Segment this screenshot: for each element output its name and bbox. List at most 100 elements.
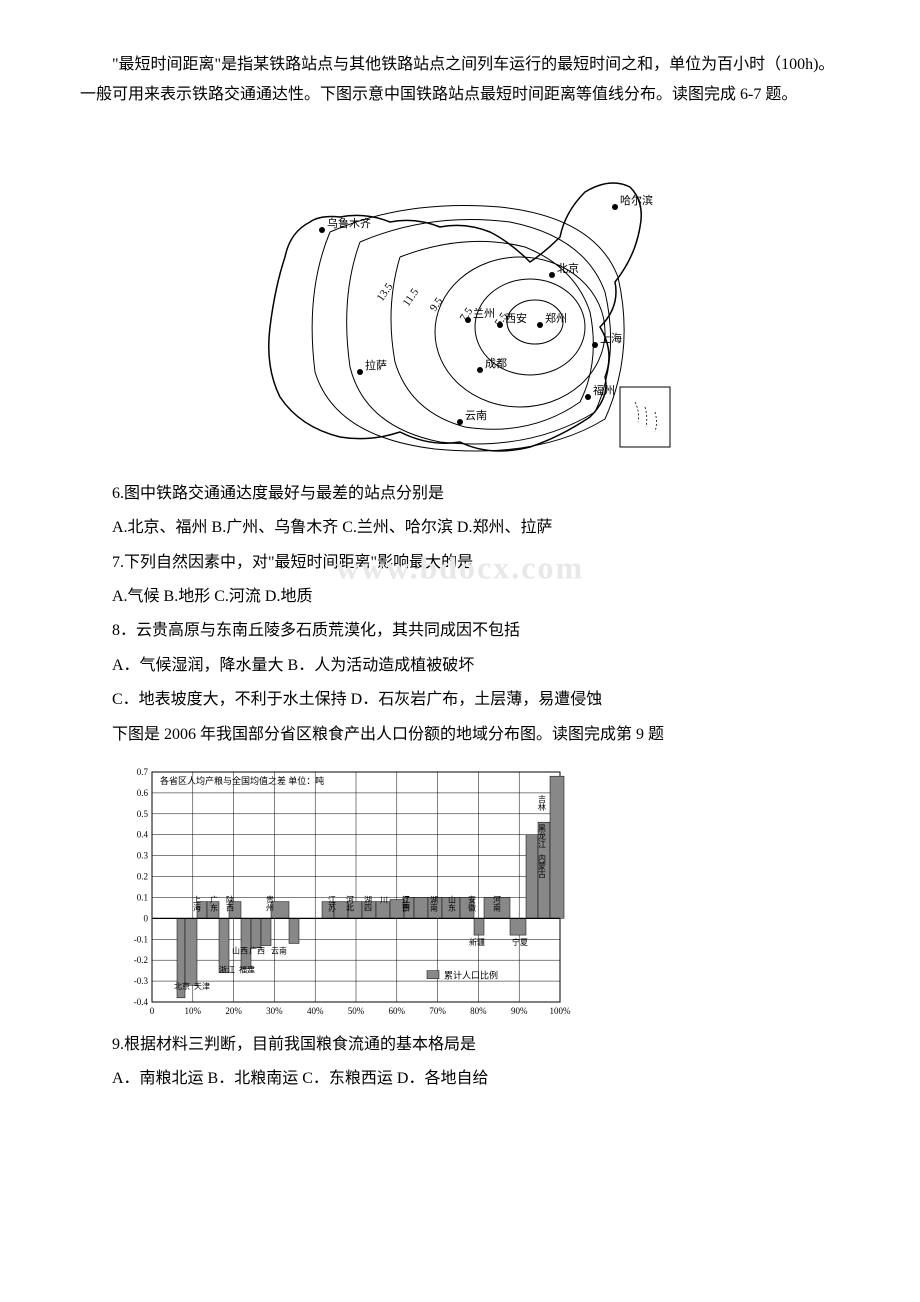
china-map-figure: 13.5 11.5 9.5 7.5 5.5 乌鲁木齐哈尔滨北京兰州西安郑州拉萨成… [240,127,680,467]
city-dot [612,204,618,210]
inset-islands [635,402,657,432]
question-6: 6.图中铁路交通通达度最好与最差的站点分别是 [80,479,840,509]
chart-bar [251,918,261,947]
question-6-options: A.北京、福州 B.广州、乌鲁木齐 C.兰州、哈尔滨 D.郑州、拉萨 [80,513,840,543]
y-tick-label: 0 [144,913,149,923]
province-label-bottom: 新疆 [469,937,485,947]
legend-label: 累计人口比例 [444,970,498,981]
chart-bar [241,918,251,968]
y-tick-label: 0.7 [137,767,149,777]
city-dot [357,369,363,375]
province-label-bottom: 天津 [194,981,210,991]
chart-bar [474,918,484,935]
x-tick-label: 0 [150,1006,155,1016]
chart-bar [376,902,390,919]
y-tick-label: 0.2 [137,871,148,881]
chart-bar [414,897,428,918]
contour-label-115: 11.5 [401,286,422,309]
city-label: 兰州 [473,307,495,320]
city-label: 哈尔滨 [620,193,653,207]
province-label-top: 湖南 [430,895,439,911]
province-label-top: 湖四 [364,895,373,911]
city-dot [537,322,543,328]
y-tick-label: 0.6 [137,788,149,798]
y-tick-label: 0.3 [137,851,149,861]
chart-container: 0.70.60.50.40.30.20.10-0.1-0.2-0.3-0.401… [80,762,840,1022]
y-tick-label: 0.5 [137,809,149,819]
question-8: 8．云贵高原与东南丘陵多石质荒漠化，其共同成因不包括 [80,616,840,646]
china-map-svg: 13.5 11.5 9.5 7.5 5.5 乌鲁木齐哈尔滨北京兰州西安郑州拉萨成… [240,127,680,467]
province-label-top: 山东 [448,894,457,911]
question-8-option-cd: C．地表坡度大，不利于水土保持 D．石灰岩广布，土层薄，易遭侵蚀 [80,685,840,715]
province-label-top: 陕西 [226,894,235,912]
province-label-top: 河北 [346,894,355,912]
legend-swatch [427,971,439,979]
x-tick-label: 90% [511,1006,528,1016]
x-tick-label: 40% [307,1006,324,1016]
y-tick-label: -0.2 [134,955,148,965]
city-label: 拉萨 [365,358,387,372]
city-dot [319,227,325,233]
chart-bar [526,835,538,919]
china-outline [269,183,642,451]
province-label-right: 吉林 [538,795,547,812]
city-dot [592,342,598,348]
city-label: 北京 [557,261,579,275]
question-7: 7.下列自然因素中，对"最短时间距离"影响最大的是 [80,548,840,578]
province-label-bottom: 福建 [239,964,255,974]
province-label-bottom: 广西 [249,945,265,955]
question-9-options: A．南粮北运 B．北粮南运 C．东粮西运 D．各地自给 [80,1064,840,1094]
grain-chart-svg: 0.70.60.50.40.30.20.10-0.1-0.2-0.3-0.401… [120,762,580,1022]
map-container: 13.5 11.5 9.5 7.5 5.5 乌鲁木齐哈尔滨北京兰州西安郑州拉萨成… [80,127,840,467]
province-label-top: 江苏 [328,895,337,912]
province-label-bottom: 北京 [174,981,190,991]
city-dot [497,322,503,328]
province-label-right: 内蒙古 [538,853,547,879]
chart-bar [510,918,526,935]
chart-bar [261,918,271,945]
province-label-top: 辽西 [402,895,411,912]
y-tick-label: -0.3 [134,976,149,986]
province-label-top: 贵州 [266,894,275,911]
x-tick-label: 50% [348,1006,365,1016]
province-label-top: 安徽 [468,894,477,912]
chart-bar [289,918,299,943]
province-label-top: 河南 [493,894,502,911]
inset-box [620,387,670,447]
province-label-top: 川 [380,895,389,903]
city-dot [549,272,555,278]
city-label: 乌鲁木齐 [327,216,371,230]
city-label: 上海 [600,331,622,345]
y-tick-label: 0.1 [137,892,148,902]
province-label-bottom: 云南 [271,945,287,955]
chart-title: 各省区人均产粮与全国均值之差 单位：吨 [160,775,324,786]
x-tick-label: 10% [185,1006,202,1016]
province-label-bottom: 浙江 [219,964,235,974]
province-label-right: 黑龙江 [538,824,547,849]
city-label: 福州 [593,383,615,397]
city-label: 郑州 [545,311,567,325]
x-tick-label: 20% [225,1006,242,1016]
question-7-options: A.气候 B.地形 C.河流 D.地质 [80,582,840,612]
city-dot [465,317,471,323]
x-tick-label: 80% [470,1006,487,1016]
x-tick-label: 60% [389,1006,406,1016]
province-label-top: 上海 [193,895,202,912]
question-8-option-ab: A．气候湿润，降水量大 B．人为活动造成植被破坏 [80,651,840,681]
map-cities: 乌鲁木齐哈尔滨北京兰州西安郑州拉萨成都上海福州云南 [319,193,653,425]
city-label: 成都 [485,357,507,370]
chart-bar [550,776,564,918]
city-label: 西安 [505,311,527,325]
y-tick-label: -0.1 [134,934,148,944]
chart-intro: 下图是 2006 年我国部分省区粮食产出人口份额的地域分布图。读图完成第 9 题 [80,720,840,750]
grain-chart-figure: 0.70.60.50.40.30.20.10-0.1-0.2-0.3-0.401… [120,762,580,1022]
province-label-bottom: 宁夏 [512,937,528,947]
x-tick-label: 70% [429,1006,446,1016]
province-label-top: 广东 [210,894,219,911]
city-dot [457,419,463,425]
contour-label-95: 9.5 [428,295,446,314]
city-dot [477,367,483,373]
y-tick-label: 0.4 [137,830,149,840]
province-label-bottom: 山西 [232,945,248,955]
intro-paragraph: "最短时间距离"是指某铁路站点与其他铁路站点之间列车运行的最短时间之和，单位为百… [80,50,840,111]
